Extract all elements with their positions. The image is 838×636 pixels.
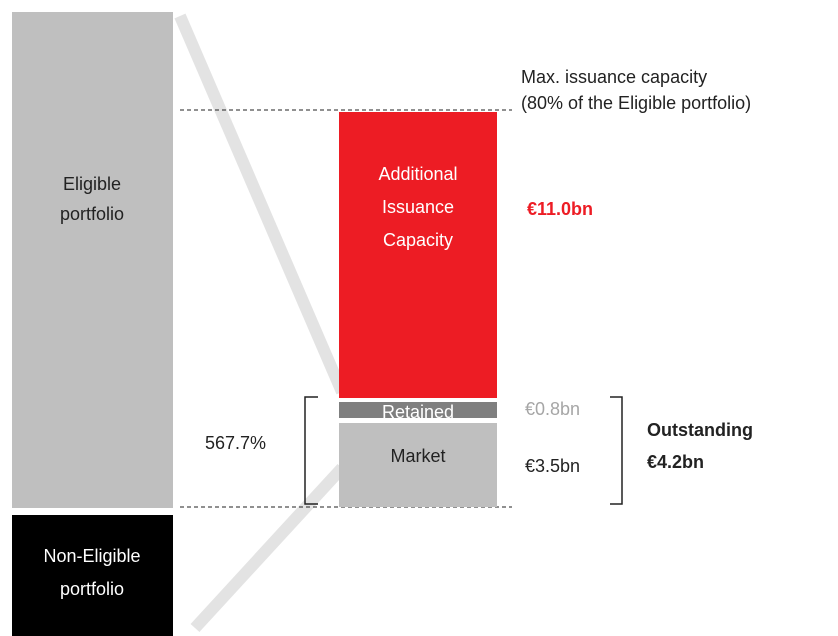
max-capacity-label: Max. issuance capacity (521, 67, 707, 87)
additional-block (339, 112, 497, 398)
market-label: Market (390, 446, 445, 466)
additional-label: Issuance (382, 197, 454, 217)
outstanding-label: Outstanding (647, 420, 753, 440)
eligible-bar (12, 12, 173, 508)
max-capacity-label: (80% of the Eligible portfolio) (521, 93, 751, 113)
ratio-label: 567.7% (205, 433, 266, 453)
non-eligible-label: portfolio (60, 579, 124, 599)
eligible-label: portfolio (60, 204, 124, 224)
retained-amount: €0.8bn (525, 399, 580, 419)
bracket-right (610, 396, 623, 505)
connector-top (174, 13, 348, 395)
bracket-left (304, 396, 318, 505)
additional-label: Additional (378, 164, 457, 184)
eligible-label: Eligible (63, 174, 121, 194)
connector-bottom (190, 463, 347, 633)
additional-amount: €11.0bn (527, 199, 593, 219)
market-amount: €3.5bn (525, 456, 580, 476)
non-eligible-label: Non-Eligible (43, 546, 140, 566)
non-eligible-bar (12, 515, 173, 636)
retained-block (339, 402, 497, 418)
outstanding-amount: €4.2bn (647, 452, 704, 472)
market-block (339, 423, 497, 507)
retained-label: Retained (382, 402, 454, 422)
additional-label: Capacity (383, 230, 453, 250)
